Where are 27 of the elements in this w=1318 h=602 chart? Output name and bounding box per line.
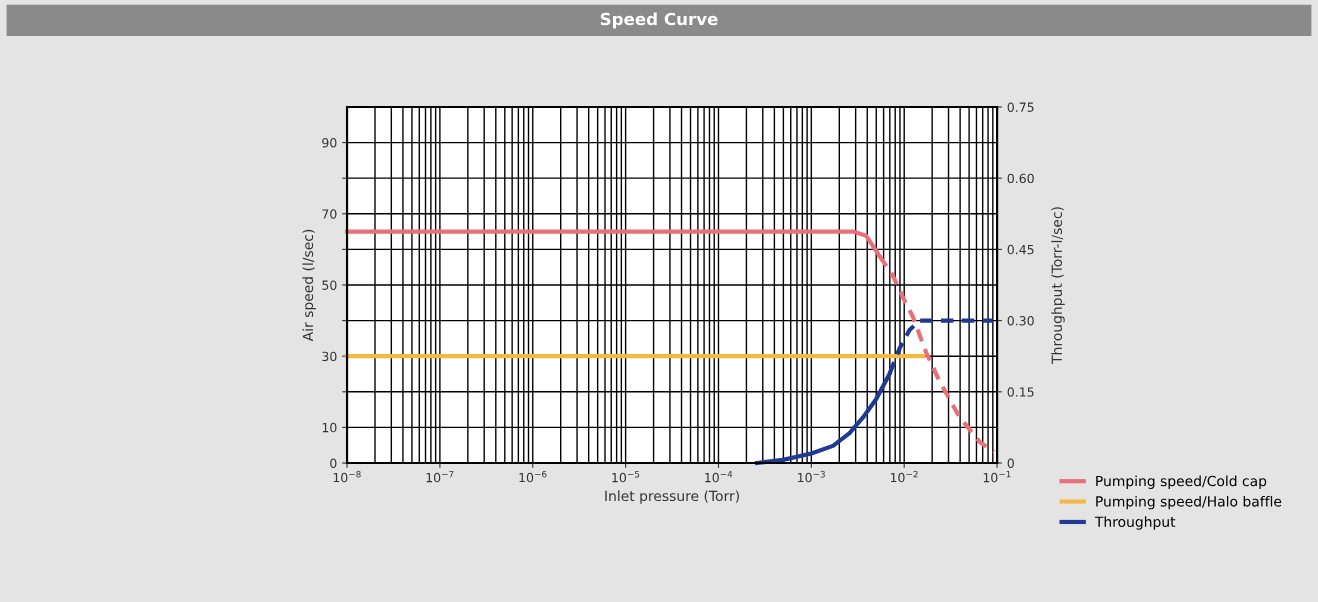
legend-label: Throughput: [1094, 516, 1176, 530]
y-tick-label: 90: [322, 138, 337, 148]
x-tick-label: 10$^{−4}$: [705, 470, 733, 483]
y-tick-label: 0: [330, 458, 337, 468]
x-tick-label: 10$^{−6}$: [519, 470, 547, 483]
x-axis-title: Inlet pressure (Torr): [605, 490, 739, 504]
legend-label: Pumping speed/Cold cap: [1096, 475, 1267, 489]
y2-tick-label: 0.30: [1007, 316, 1034, 326]
legend-label: Pumping speed/Halo baffle: [1096, 495, 1282, 510]
y-tick-label: 70: [322, 209, 337, 219]
y-tick-label: 10: [322, 422, 337, 433]
x-tick-label: 10$^{−8}$: [333, 470, 361, 483]
y2-tick-label: 0.60: [1007, 173, 1034, 184]
x-tick-label: 10$^{−7}$: [426, 470, 454, 483]
y2-tick-label: 0: [1007, 458, 1014, 468]
chart-title: Speed Curve: [600, 12, 718, 29]
y2-tick-label: 0.45: [1007, 244, 1034, 255]
x-tick-label: 10$^{−3}$: [798, 470, 825, 483]
y2-tick-label: 0.75: [1007, 102, 1034, 112]
y-axis-title: Air speed (l/sec): [302, 229, 316, 342]
x-tick-label: 10$^{−2}$: [890, 470, 918, 483]
y2-axis-title: Throughput (Torr-l/sec): [1051, 207, 1065, 364]
y-tick-label: 50: [322, 280, 337, 290]
y2-tick-label: 0.15: [1007, 387, 1034, 397]
x-tick-label: 10$^{−1}$: [983, 470, 1011, 483]
x-tick-label: 10$^{−5}$: [612, 470, 640, 483]
y-tick-label: 30: [322, 351, 337, 362]
